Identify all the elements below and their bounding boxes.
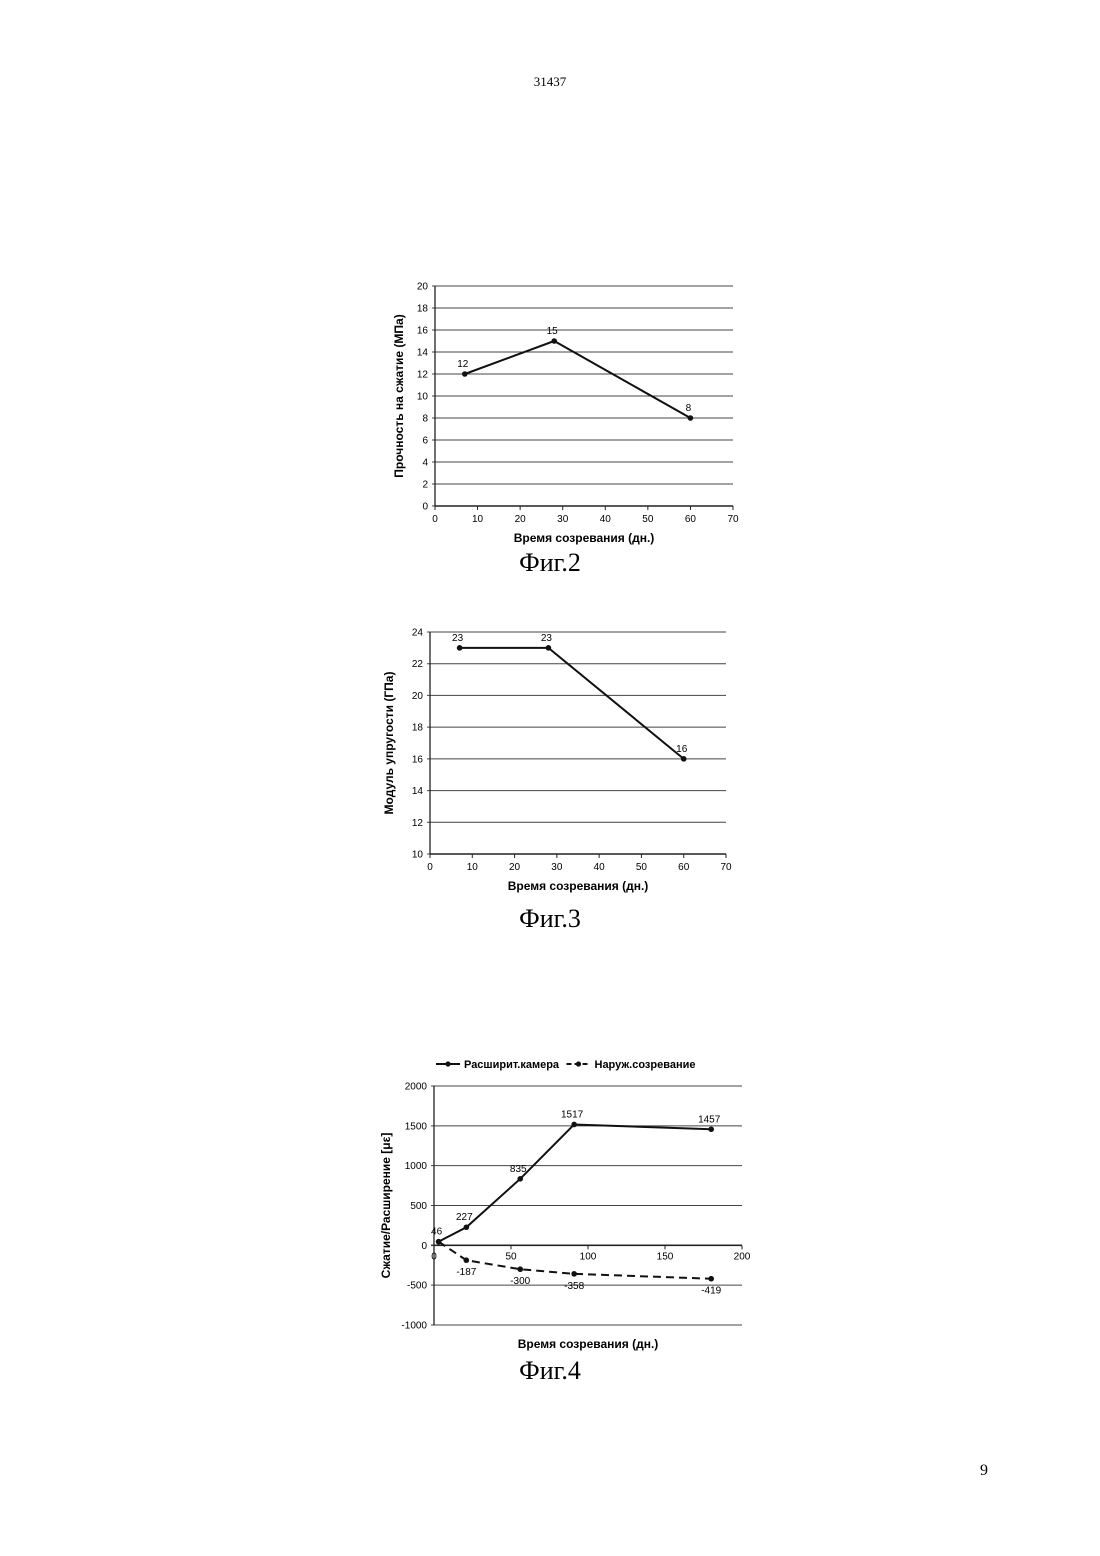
y-tick-label-2: 14 — [412, 786, 424, 797]
chart-fig4: -1000 -500 0 500 1000 1500 2000 0 50 100 150 200 Вре… — [0, 1050, 1100, 1360]
figure-caption-2: Фиг.2 — [0, 548, 1100, 578]
data-label-0-1: 23 — [541, 633, 553, 644]
data-label-1-1: -187 — [456, 1267, 476, 1278]
data-point-1-2 — [517, 1266, 523, 1272]
data-point-0-3 — [571, 1122, 577, 1128]
data-point-0-2 — [517, 1176, 523, 1182]
y-tick-label-1: 2 — [422, 480, 428, 491]
x-tick-label-1: 50 — [505, 1251, 517, 1262]
series-line-0 — [439, 1124, 712, 1241]
x-tick-label-4: 40 — [594, 862, 606, 873]
y-tick-label-5: 20 — [412, 691, 424, 702]
x-axis-title: Время созревания (дн.) — [514, 531, 655, 545]
y-tick-label-1: -500 — [407, 1281, 427, 1292]
chart-fig2: 0 2 4 6 8 10 12 14 16 18 20 0 10 20 30 40 50 60 70 Время со… — [0, 270, 1100, 560]
data-point-1-0 — [436, 1239, 442, 1245]
x-axis-title: Время созревания (дн.) — [518, 1337, 659, 1351]
y-tick-label-1: 12 — [412, 818, 424, 829]
legend-label-1: Наруж.созревание — [595, 1059, 696, 1071]
legend-marker-1 — [576, 1061, 581, 1066]
series-line-0 — [460, 648, 684, 759]
data-label-0-0: 12 — [457, 359, 469, 370]
data-point-1-1 — [464, 1257, 470, 1263]
x-tick-label-3: 30 — [557, 514, 569, 525]
y-tick-label-4: 1000 — [405, 1161, 428, 1172]
data-point-0-0 — [457, 645, 463, 651]
x-tick-label-3: 30 — [551, 862, 563, 873]
x-tick-label-2: 20 — [509, 862, 521, 873]
data-point-0-1 — [551, 338, 557, 344]
x-tick-label-2: 20 — [515, 514, 527, 525]
y-tick-label-3: 16 — [412, 754, 424, 765]
legend-label-0: Расширит.камера — [464, 1059, 560, 1071]
y-tick-label-4: 8 — [422, 414, 428, 425]
data-label-0-2: 835 — [510, 1164, 527, 1175]
y-tick-label-9: 18 — [417, 304, 429, 315]
x-tick-label-3: 150 — [657, 1251, 674, 1262]
x-axis-title: Время созревания (дн.) — [508, 879, 649, 893]
chart-fig3: 1012141618202224010203040506070Время соз… — [0, 620, 1100, 910]
x-tick-label-4: 40 — [600, 514, 612, 525]
y-tick-label-0: 0 — [422, 502, 428, 513]
data-label-0-1: 227 — [456, 1212, 473, 1223]
figure-caption-4: Фиг.4 — [0, 1356, 1100, 1386]
y-axis-title: Сжатие/Расширение [με] — [379, 1133, 393, 1279]
y-tick-label-2: 0 — [421, 1241, 427, 1252]
y-tick-label-5: 1500 — [405, 1121, 428, 1132]
y-tick-label-3: 6 — [422, 436, 428, 447]
x-tick-label-1: 10 — [472, 514, 484, 525]
data-point-0-0 — [462, 371, 468, 377]
y-tick-label-0: 10 — [412, 850, 424, 861]
data-point-0-2 — [688, 415, 694, 421]
series-line-0 — [465, 341, 691, 418]
x-tick-label-5: 50 — [642, 514, 654, 525]
data-label-0-4: 1457 — [698, 1114, 721, 1125]
y-tick-label-7: 14 — [417, 348, 429, 359]
x-tick-label-7: 70 — [720, 862, 732, 873]
x-tick-label-4: 200 — [734, 1251, 751, 1262]
y-tick-label-5: 10 — [417, 392, 429, 403]
y-tick-label-6: 22 — [412, 659, 424, 670]
data-label-0-0: 23 — [452, 633, 464, 644]
data-label-1-4: -419 — [701, 1286, 721, 1297]
x-tick-label-5: 50 — [636, 862, 648, 873]
data-point-1-3 — [571, 1271, 577, 1277]
data-label-0-0: 46 — [431, 1227, 443, 1238]
data-label-0-3: 1517 — [561, 1109, 584, 1120]
data-label-0-1: 15 — [547, 326, 559, 337]
data-label-0-2: 8 — [686, 403, 692, 414]
y-tick-label-6: 12 — [417, 370, 429, 381]
legend-marker-0 — [445, 1061, 450, 1066]
x-tick-label-6: 60 — [685, 514, 697, 525]
y-tick-label-3: 500 — [410, 1201, 427, 1212]
data-label-1-3: -358 — [564, 1281, 584, 1292]
x-tick-label-0: 0 — [427, 862, 433, 873]
page-number: 9 — [980, 1462, 988, 1480]
figure-caption-3: Фиг.3 — [0, 904, 1100, 934]
y-tick-label-10: 20 — [417, 282, 429, 293]
data-point-0-4 — [708, 1126, 714, 1132]
y-tick-label-6: 2000 — [405, 1082, 428, 1093]
x-tick-label-2: 100 — [580, 1251, 597, 1262]
x-tick-label-7: 70 — [727, 514, 739, 525]
data-point-0-1 — [464, 1224, 470, 1230]
data-point-0-1 — [546, 645, 552, 651]
y-tick-label-8: 16 — [417, 326, 429, 337]
x-tick-label-0: 0 — [431, 1251, 437, 1262]
y-axis-title: Модуль упругости (ГПа) — [382, 672, 396, 815]
document-number: 31437 — [0, 74, 1100, 90]
y-tick-label-2: 4 — [422, 458, 428, 469]
y-tick-label-4: 18 — [412, 723, 424, 734]
y-tick-label-0: -1000 — [401, 1321, 427, 1332]
data-point-1-4 — [708, 1276, 714, 1282]
data-point-0-2 — [681, 756, 687, 762]
y-axis-title: Прочность на сжатие (МПа) — [392, 314, 406, 477]
data-label-1-2: -300 — [510, 1276, 530, 1287]
x-tick-label-1: 10 — [467, 862, 479, 873]
x-tick-label-6: 60 — [678, 862, 690, 873]
x-tick-label-0: 0 — [432, 514, 438, 525]
data-label-0-2: 16 — [676, 744, 688, 755]
y-tick-label-7: 24 — [412, 628, 424, 639]
